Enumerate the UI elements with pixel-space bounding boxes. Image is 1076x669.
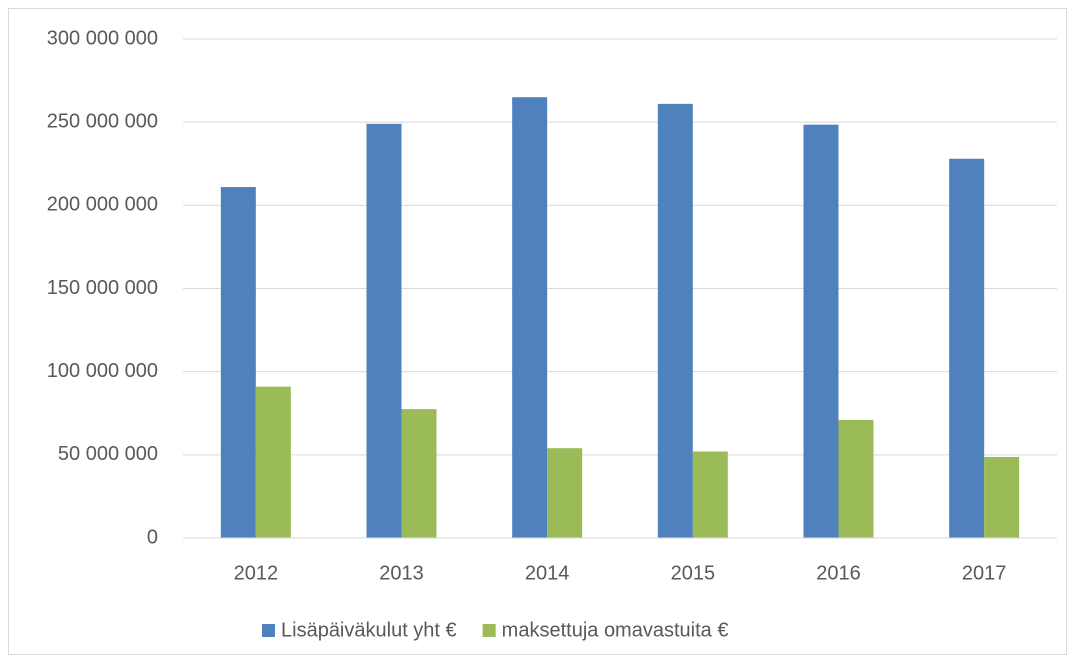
bar	[692, 451, 728, 538]
bar	[547, 448, 583, 538]
bar	[657, 103, 693, 539]
bar	[401, 409, 437, 538]
bar	[949, 158, 985, 538]
bar	[366, 123, 402, 538]
bar	[220, 187, 256, 538]
legend-label: maksettuja omavastuita €	[502, 619, 729, 641]
x-tick-label: 2013	[379, 562, 424, 584]
x-tick-label: 2012	[234, 562, 279, 584]
bar	[512, 97, 548, 538]
x-tick-label: 2015	[671, 562, 716, 584]
bar	[255, 386, 291, 538]
legend-swatch	[482, 624, 496, 637]
bar	[803, 124, 839, 538]
legend-label: Lisäpäiväkulut yht €	[281, 619, 457, 641]
y-tick-label: 300 000 000	[47, 27, 158, 49]
legend-swatch	[262, 624, 275, 637]
y-tick-label: 150 000 000	[47, 277, 158, 299]
y-tick-label: 200 000 000	[47, 194, 158, 216]
y-tick-label: 50 000 000	[58, 443, 158, 465]
x-tick-label: 2017	[962, 562, 1007, 584]
bar	[838, 419, 874, 538]
bar	[984, 456, 1020, 538]
y-tick-label: 0	[147, 526, 158, 548]
x-tick-label: 2014	[525, 562, 570, 584]
y-tick-label: 100 000 000	[47, 360, 158, 382]
y-tick-label: 250 000 000	[47, 110, 158, 132]
x-tick-label: 2016	[816, 562, 861, 584]
